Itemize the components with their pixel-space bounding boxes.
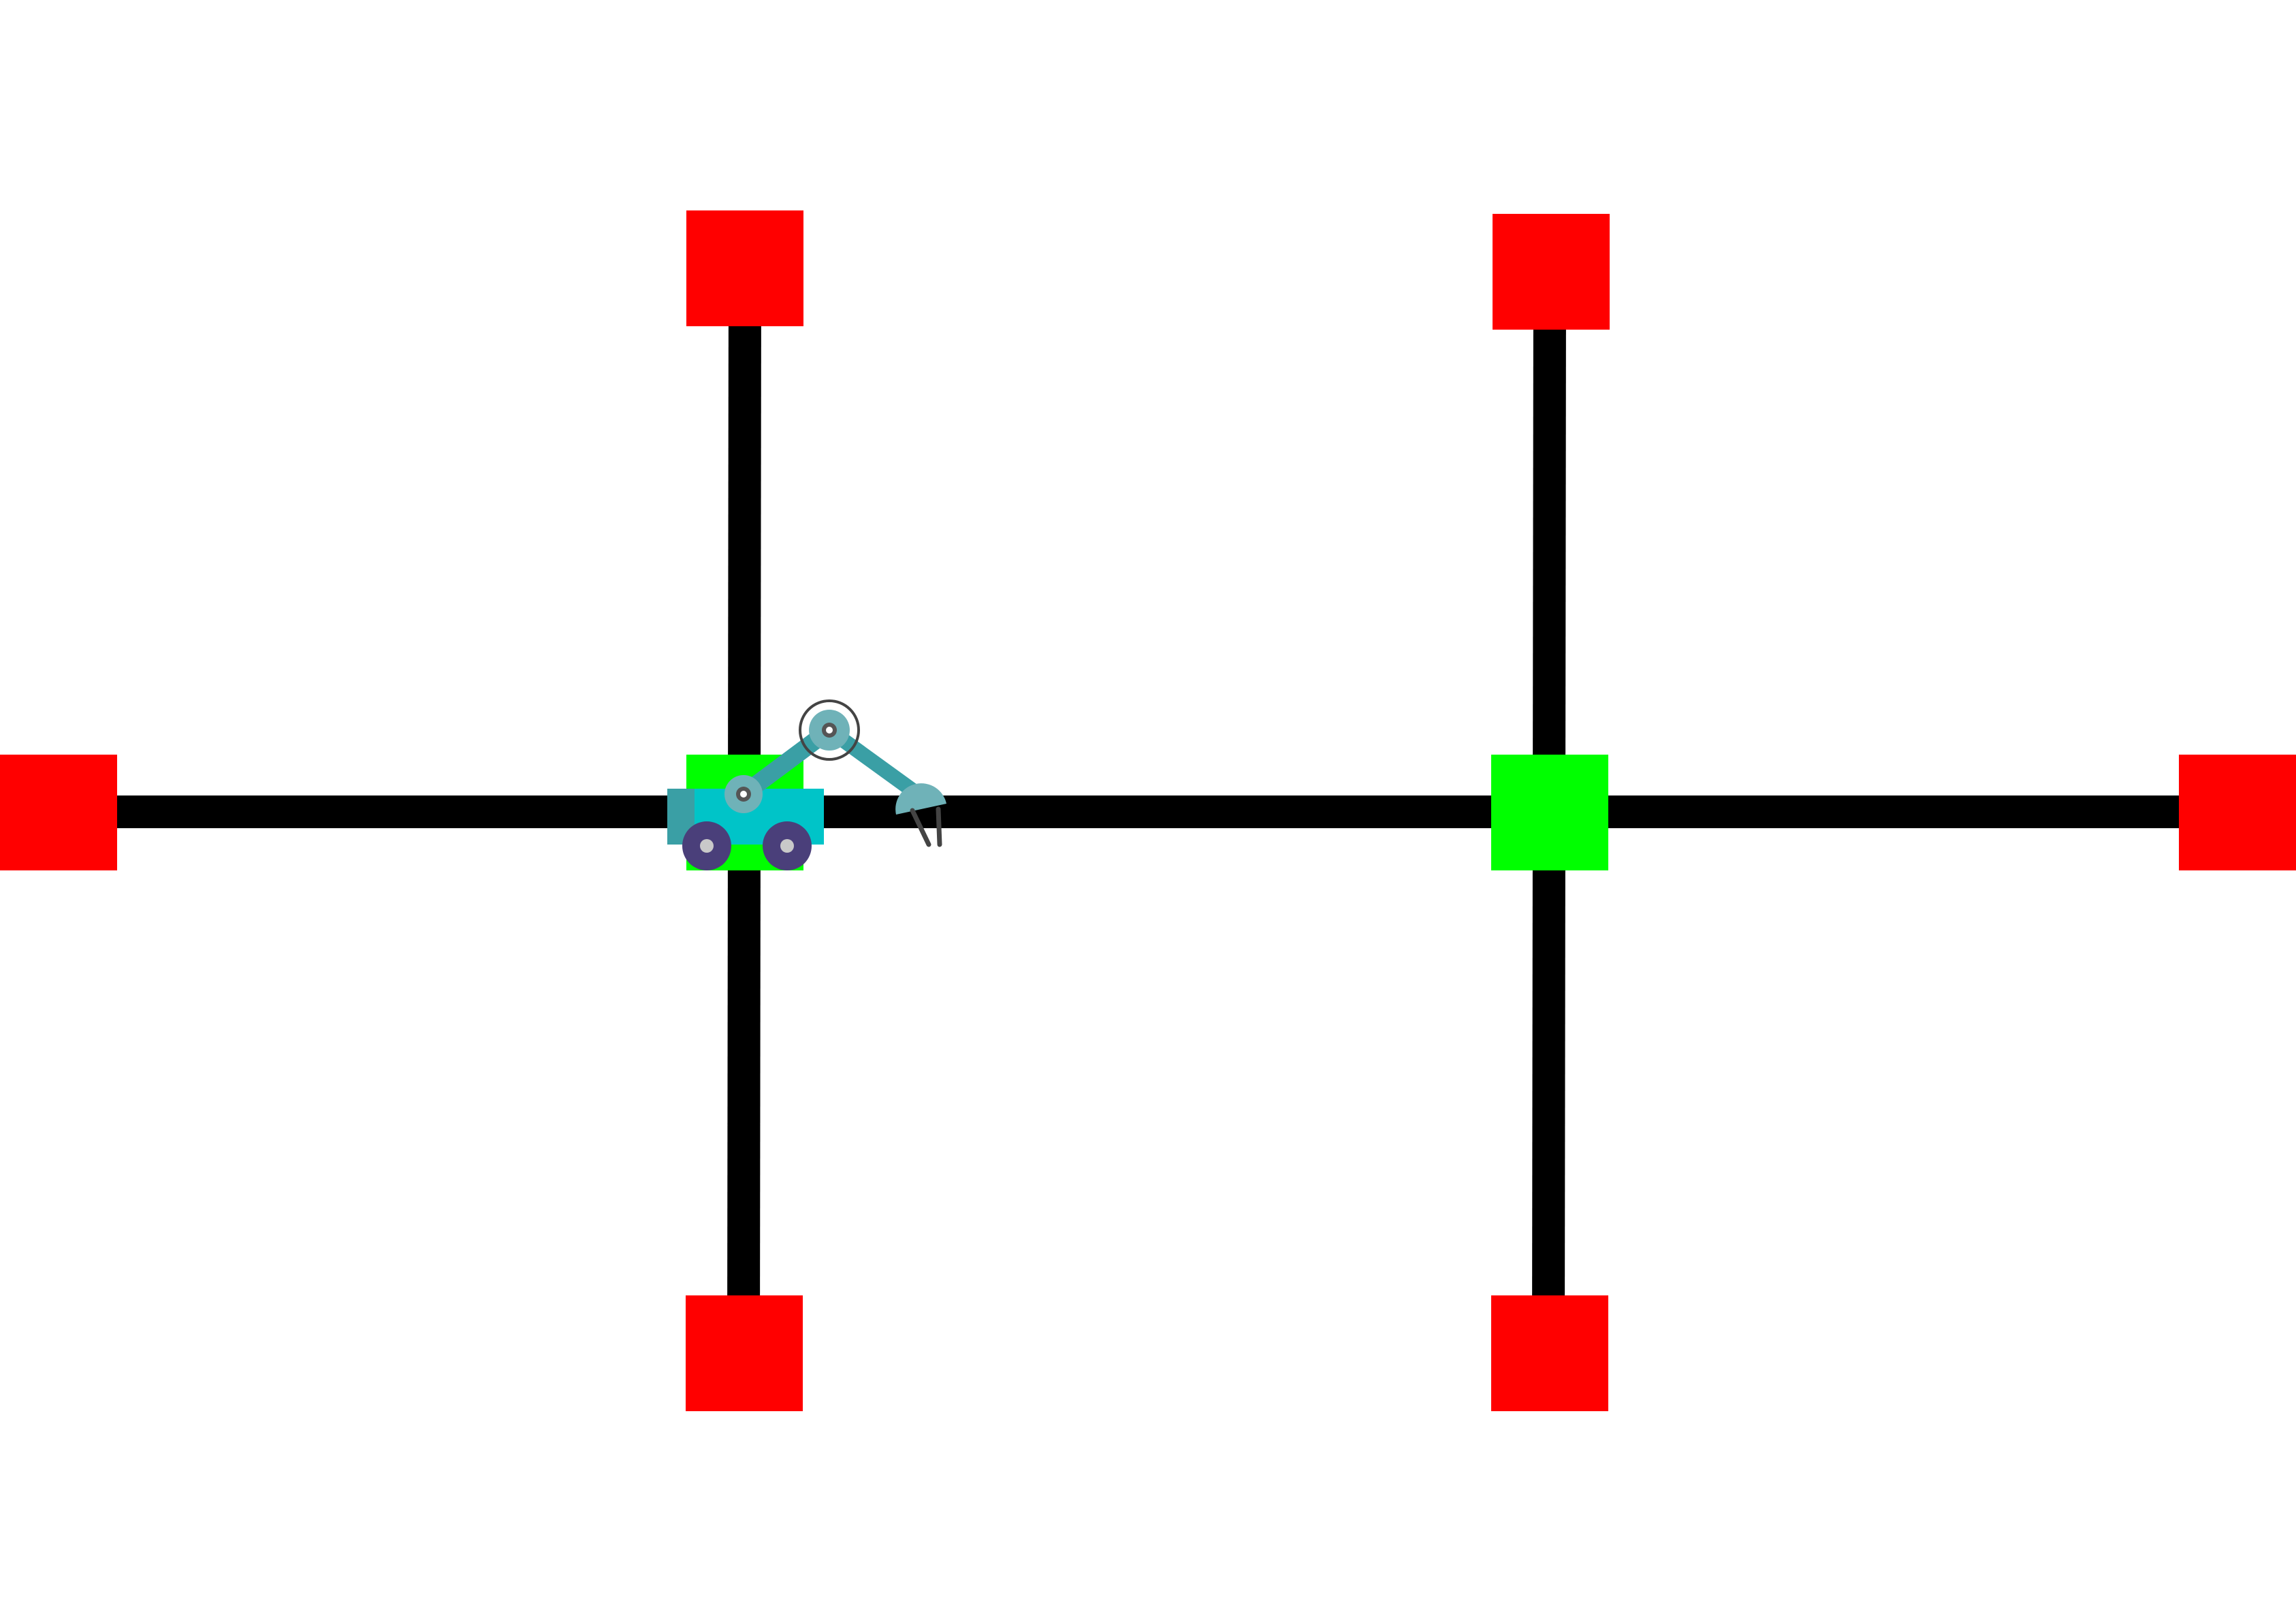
dead-end-node-far-left	[0, 755, 117, 870]
robot-gripper-icon	[895, 783, 946, 847]
robot-elbow-joint-icon	[799, 699, 860, 761]
robot-shoulder-joint-icon	[724, 775, 763, 813]
dead-end-node-bottom-left	[686, 1295, 803, 1411]
dead-end-node-bottom-right	[1491, 1295, 1608, 1411]
dead-end-node-top-left	[686, 210, 803, 326]
dead-end-node-far-right	[2179, 755, 2296, 870]
robot-icon	[667, 699, 946, 870]
robot-wheel-right-icon	[763, 821, 812, 870]
goal-node-right-junction	[1491, 755, 1608, 870]
dead-end-node-top-right	[1493, 214, 1610, 330]
robot-wheel-left-icon	[682, 821, 731, 870]
